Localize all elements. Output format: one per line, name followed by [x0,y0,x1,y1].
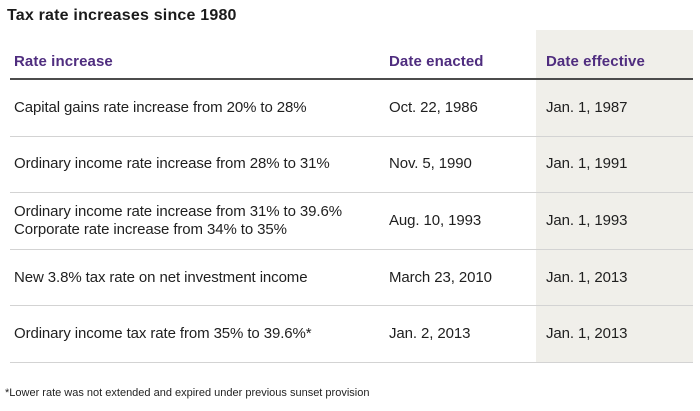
cell-date-effective: Jan. 1, 1987 [546,98,628,116]
column-header-rate-increase: Rate increase [14,53,113,70]
cell-rate-increase: Capital gains rate increase from 20% to … [10,99,389,117]
table-row: Ordinary income tax rate from 35% to 39.… [10,306,693,363]
cell-date-effective: Jan. 1, 1993 [546,211,628,229]
table-row: Ordinary income rate increase from 31% t… [10,193,693,250]
cell-rate-increase: Ordinary income rate increase from 31% t… [10,203,389,239]
rate-line: New 3.8% tax rate on net investment inco… [14,268,308,286]
table-row: Capital gains rate increase from 20% to … [10,80,693,137]
column-header-date-enacted: Date enacted [389,53,484,70]
table-row: New 3.8% tax rate on net investment inco… [10,250,693,307]
table-row: Ordinary income rate increase from 28% t… [10,137,693,194]
cell-rate-increase: Ordinary income tax rate from 35% to 39.… [10,325,389,343]
rate-line: Ordinary income rate increase from 28% t… [14,155,330,173]
rate-line: Ordinary income rate increase from 31% t… [14,202,342,220]
rate-line: Ordinary income tax rate from 35% to 39.… [14,325,312,343]
cell-rate-increase: New 3.8% tax rate on net investment inco… [10,269,389,287]
cell-date-effective: Jan. 1, 2013 [546,325,628,343]
page-title: Tax rate increases since 1980 [7,7,237,24]
cell-date-effective: Jan. 1, 1991 [546,155,628,173]
table-header-row: Rate increase Date enacted Date effectiv… [10,30,693,80]
tax-rate-table: Rate increase Date enacted Date effectiv… [10,30,693,363]
rate-line: Corporate rate increase from 34% to 35% [14,220,287,238]
cell-rate-increase: Ordinary income rate increase from 28% t… [10,155,389,173]
cell-date-effective: Jan. 1, 2013 [546,268,628,286]
cell-date-enacted: March 23, 2010 [389,268,492,286]
rate-line: Capital gains rate increase from 20% to … [14,98,307,116]
cell-date-enacted: Jan. 2, 2013 [389,325,471,343]
column-header-date-effective: Date effective [546,53,645,70]
cell-date-enacted: Aug. 10, 1993 [389,211,482,229]
cell-date-enacted: Oct. 22, 1986 [389,98,478,116]
footnote: *Lower rate was not extended and expired… [5,387,370,399]
highlight-column-background [536,30,693,363]
cell-date-enacted: Nov. 5, 1990 [389,155,472,173]
